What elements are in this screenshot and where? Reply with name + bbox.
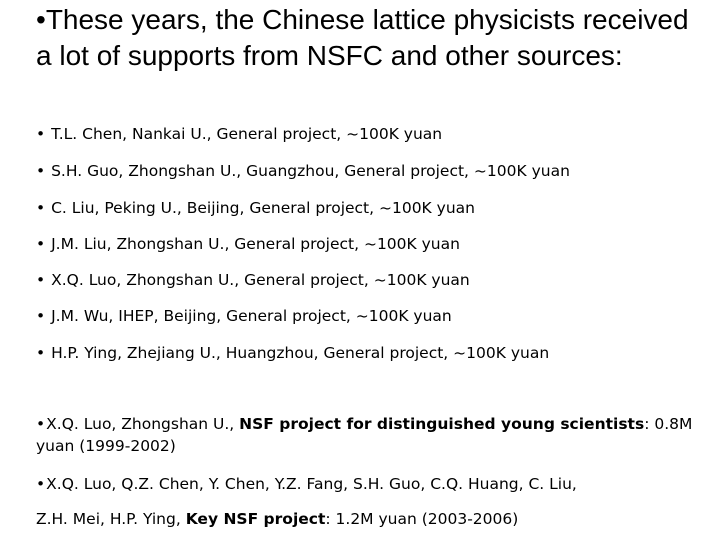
- bullet: •: [36, 415, 46, 433]
- bullet: •: [36, 125, 46, 143]
- list-item-young-scientists: •X.Q. Luo, Zhongshan U., NSF project for…: [36, 413, 706, 457]
- list-item: • J.M. Liu, Zhongshan U., General projec…: [36, 233, 706, 255]
- list-item-text: X.Q. Luo, Zhongshan U., General project,…: [51, 271, 470, 289]
- list-item-key-project: •X.Q. Luo, Q.Z. Chen, Y. Chen, Y.Z. Fang…: [36, 473, 706, 495]
- heading-text: These years, the Chinese lattice physici…: [36, 4, 689, 71]
- list-item: • T.L. Chen, Nankai U., General project,…: [36, 123, 706, 145]
- list-item: • H.P. Ying, Zhejiang U., Huangzhou, Gen…: [36, 342, 706, 364]
- list-item-text: J.M. Wu, IHEP, Beijing, General project,…: [51, 307, 452, 325]
- bullet: •: [36, 199, 46, 217]
- heading-bullet: •: [36, 4, 46, 35]
- young-prefix: X.Q. Luo, Zhongshan U.,: [46, 415, 240, 433]
- bullet: •: [36, 235, 46, 253]
- list-item: • S.H. Guo, Zhongshan U., Guangzhou, Gen…: [36, 160, 706, 182]
- list-item: • C. Liu, Peking U., Beijing, General pr…: [36, 197, 706, 219]
- young-project-title: NSF project for distinguished young scie…: [239, 415, 645, 433]
- list-item: • X.Q. Luo, Zhongshan U., General projec…: [36, 269, 706, 291]
- bullet: •: [36, 271, 46, 289]
- list-item: • J.M. Wu, IHEP, Beijing, General projec…: [36, 305, 706, 327]
- slide-heading: •These years, the Chinese lattice physic…: [36, 2, 706, 74]
- bullet: •: [36, 307, 46, 325]
- list-item-text: S.H. Guo, Zhongshan U., Guangzhou, Gener…: [51, 162, 570, 180]
- key-project-title: Key NSF project: [185, 510, 326, 528]
- list-item-text: H.P. Ying, Zhejiang U., Huangzhou, Gener…: [51, 344, 550, 362]
- bullet: •: [36, 475, 46, 493]
- bullet: •: [36, 162, 46, 180]
- list-item-text: C. Liu, Peking U., Beijing, General proj…: [51, 199, 475, 217]
- key-project-prefix: Z.H. Mei, H.P. Ying,: [36, 510, 186, 528]
- key-project-line1: X.Q. Luo, Q.Z. Chen, Y. Chen, Y.Z. Fang,…: [46, 475, 577, 493]
- key-project-suffix: : 1.2M yuan (2003-2006): [325, 510, 519, 528]
- key-project-line2: Z.H. Mei, H.P. Ying, Key NSF project: 1.…: [36, 508, 706, 530]
- list-item-text: T.L. Chen, Nankai U., General project, ~…: [51, 125, 443, 143]
- bullet: •: [36, 344, 46, 362]
- list-item-text: J.M. Liu, Zhongshan U., General project,…: [51, 235, 460, 253]
- young-suffix: : 0.8M yuan (1999-2002): [36, 415, 693, 455]
